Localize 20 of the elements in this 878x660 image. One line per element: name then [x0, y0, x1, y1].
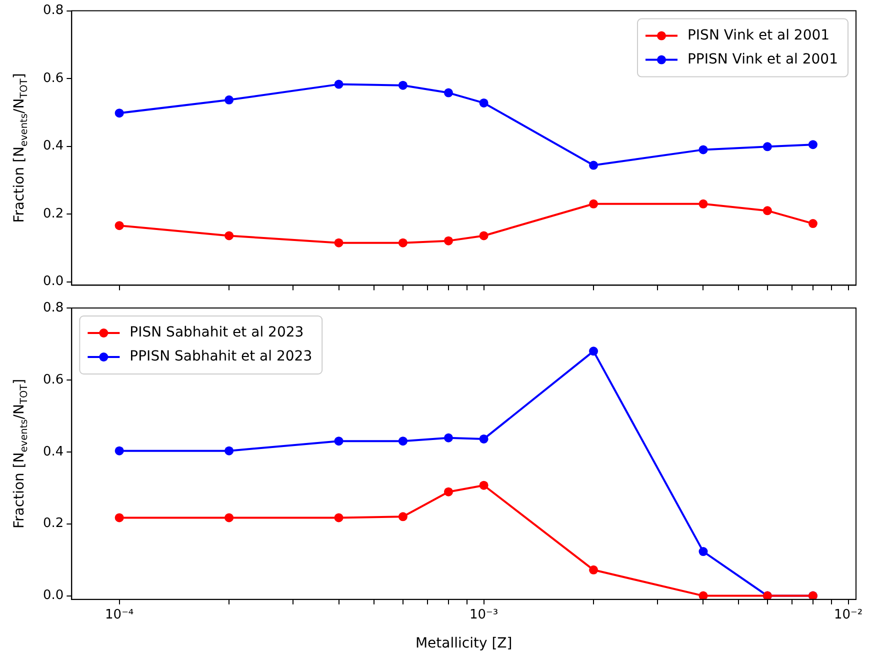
- x-tick-label: 10⁻⁴: [105, 608, 134, 623]
- legend-label: PISN Vink et al 2001: [687, 27, 830, 44]
- x-tick-label: 10⁻²: [834, 608, 863, 623]
- y-axis-title: Fraction [Nevents/NTOT]: [12, 73, 30, 223]
- y-tick-label: 0.8: [42, 300, 64, 316]
- legend-label: PPISN Vink et al 2001: [687, 51, 838, 68]
- y-tick-label: 0.6: [42, 372, 64, 388]
- y-tick-label: 0.8: [42, 3, 64, 18]
- y-axis-title: Fraction [Nevents/NTOT]: [12, 378, 30, 529]
- y-tick-label: 0.0: [42, 274, 64, 290]
- y-tick-label: 0.0: [42, 588, 64, 604]
- y-tick-label: 0.2: [42, 516, 64, 532]
- x-axis-title: Metallicity [Z]: [415, 636, 512, 652]
- y-tick-label: 0.4: [42, 138, 64, 154]
- y-tick-label: 0.4: [42, 444, 64, 460]
- y-tick-label: 0.2: [42, 206, 64, 222]
- legend-label: PISN Sabhahit et al 2023: [130, 324, 304, 341]
- legend-label: PPISN Sabhahit et al 2023: [130, 348, 312, 365]
- y-tick-label: 0.6: [42, 70, 64, 86]
- x-tick-label: 10⁻³: [469, 608, 498, 623]
